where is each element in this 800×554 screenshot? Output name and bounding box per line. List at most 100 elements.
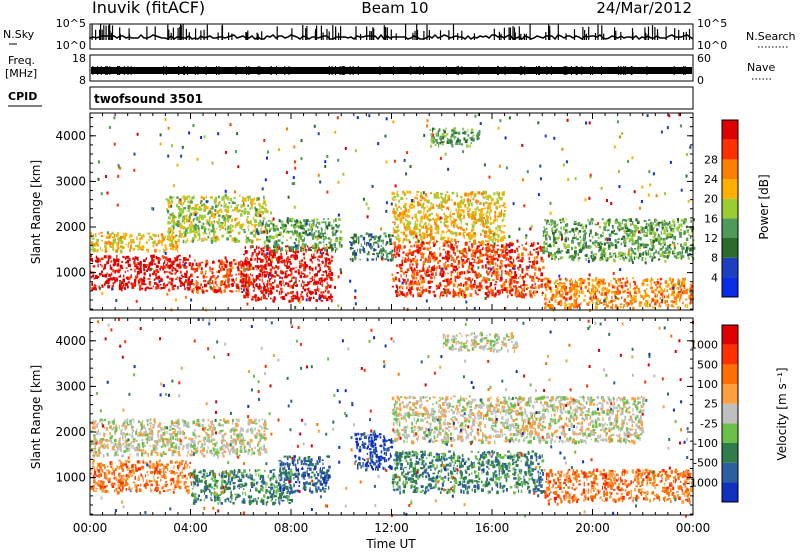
power-cell-7-187 bbox=[535, 255, 539, 259]
power-cell-0-340 bbox=[117, 258, 120, 263]
power-cell-2-347 bbox=[319, 296, 323, 299]
power-cell-9-279 bbox=[590, 245, 592, 249]
power-cell-2-108 bbox=[316, 249, 319, 253]
power-cell-1-50 bbox=[209, 266, 211, 271]
power-cell-5-34 bbox=[319, 236, 323, 239]
power-cell-6-409 bbox=[397, 238, 401, 242]
power-cell-9-374 bbox=[670, 224, 672, 228]
power-cell-1-154 bbox=[191, 267, 195, 271]
power-cell-9-576 bbox=[557, 250, 561, 253]
power-cell-4-503 bbox=[178, 207, 182, 212]
power-cell-9-586 bbox=[679, 229, 682, 231]
power-cell-7-83 bbox=[534, 286, 537, 289]
power-cell-9-208 bbox=[680, 252, 683, 255]
power-cell-2-504 bbox=[251, 252, 254, 256]
power-cell-6-450 bbox=[399, 220, 403, 224]
power-cell-7-711 bbox=[400, 291, 404, 295]
power-cell-9-359 bbox=[644, 257, 647, 261]
power-cell-7-446 bbox=[492, 254, 494, 258]
power-cell-5-175 bbox=[292, 246, 295, 249]
power-cell-2-324 bbox=[241, 291, 244, 294]
power-cell-4-198 bbox=[240, 213, 243, 217]
power-cell-8-383 bbox=[600, 299, 602, 302]
power-cell-0-202 bbox=[149, 280, 151, 283]
power-cell-8-439 bbox=[626, 280, 629, 284]
power-cell-7-392 bbox=[475, 247, 477, 251]
power-cell-2-281 bbox=[306, 292, 308, 294]
power-cell-6-596 bbox=[423, 198, 427, 202]
power-cell-8-126 bbox=[579, 278, 583, 282]
power-cell-7-801 bbox=[394, 241, 397, 246]
power-cell-7-693 bbox=[499, 276, 503, 281]
power-cell-0-263 bbox=[185, 258, 187, 261]
power-cell-2-392 bbox=[331, 259, 333, 262]
power-cell-9-500 bbox=[631, 220, 634, 225]
power-cell-9-327 bbox=[672, 250, 675, 253]
power-cell-1-32 bbox=[200, 261, 204, 264]
power-cell-8-288 bbox=[576, 282, 579, 287]
power-cell-4-488 bbox=[204, 205, 207, 207]
power-cell-8-493 bbox=[563, 284, 566, 289]
power-cell-4-132 bbox=[205, 223, 208, 225]
power-cell-5-185 bbox=[284, 227, 287, 230]
power-cell-7-732 bbox=[465, 250, 468, 253]
power-cell-8-373 bbox=[628, 290, 631, 293]
power-cell-4-208 bbox=[211, 211, 213, 215]
power-cell-0-177 bbox=[97, 263, 99, 268]
power-cell-4-272 bbox=[254, 212, 257, 217]
power-cell-2-241 bbox=[317, 285, 319, 289]
power-cell-7-791 bbox=[422, 247, 426, 250]
power-cell-0-124 bbox=[188, 276, 191, 278]
power-cell-9-351 bbox=[599, 256, 603, 259]
power-cell-6-281 bbox=[440, 201, 443, 205]
power-cell-4-425 bbox=[205, 195, 207, 199]
power-cell-6-591 bbox=[452, 213, 455, 215]
power-cell-2-446 bbox=[252, 266, 254, 269]
power-cell-8-164 bbox=[580, 291, 582, 294]
power-cell-6-286 bbox=[416, 223, 419, 226]
power-cell-9-188 bbox=[592, 254, 595, 257]
power-cell-9-545 bbox=[643, 234, 646, 237]
power-cell-8-468 bbox=[650, 277, 653, 281]
power-cell-1-176 bbox=[229, 290, 232, 292]
power-cell-4-177 bbox=[203, 214, 206, 219]
power-cell-7-594 bbox=[482, 246, 484, 249]
power-cell-1-173 bbox=[199, 286, 201, 289]
power-cell-7-192 bbox=[517, 249, 519, 252]
power-cell-4-196 bbox=[248, 228, 250, 232]
power-cell-7-379 bbox=[446, 257, 449, 260]
power-cell-3-139 bbox=[146, 248, 150, 253]
power-cell-2-544 bbox=[284, 275, 288, 279]
power-cell-2-442 bbox=[255, 278, 257, 282]
power-cell-6-199 bbox=[438, 203, 440, 207]
power-cell-6-343 bbox=[409, 190, 412, 195]
power-cell-0-189 bbox=[127, 270, 129, 272]
power-cell-8-133 bbox=[575, 279, 577, 282]
power-cell-6-136 bbox=[416, 197, 418, 200]
power-cell-6-36 bbox=[394, 221, 396, 226]
power-cell-8-212 bbox=[564, 304, 567, 308]
power-cell-7-809 bbox=[478, 250, 480, 253]
power-cell-6-93 bbox=[419, 235, 423, 239]
power-cell-7-421 bbox=[510, 272, 512, 275]
power-cell-9-472 bbox=[571, 246, 573, 251]
power-cell-7-914 bbox=[502, 254, 506, 258]
power-cell-8-201 bbox=[682, 277, 685, 282]
power-cell-8-220 bbox=[603, 282, 606, 285]
power-cell-8-73 bbox=[613, 299, 616, 302]
power-cell-7-300 bbox=[499, 248, 503, 251]
power-cell-0-1 bbox=[157, 260, 160, 264]
power-cell-0-367 bbox=[113, 259, 117, 263]
power-cell-2-384 bbox=[327, 295, 330, 299]
power-cell-8-127 bbox=[627, 294, 630, 298]
power-cell-7-536 bbox=[534, 272, 536, 276]
power-cell-7-605 bbox=[509, 242, 511, 246]
power-cell-4-376 bbox=[253, 197, 255, 201]
power-cell-2-417 bbox=[260, 247, 263, 251]
power-cell-2-469 bbox=[325, 278, 329, 281]
power-cell-2-483 bbox=[309, 292, 312, 296]
power-cell-8-25 bbox=[656, 293, 658, 298]
power-cell-9-83 bbox=[641, 231, 645, 233]
power-cell-7-170 bbox=[464, 261, 466, 264]
power-cell-2-374 bbox=[290, 255, 293, 258]
